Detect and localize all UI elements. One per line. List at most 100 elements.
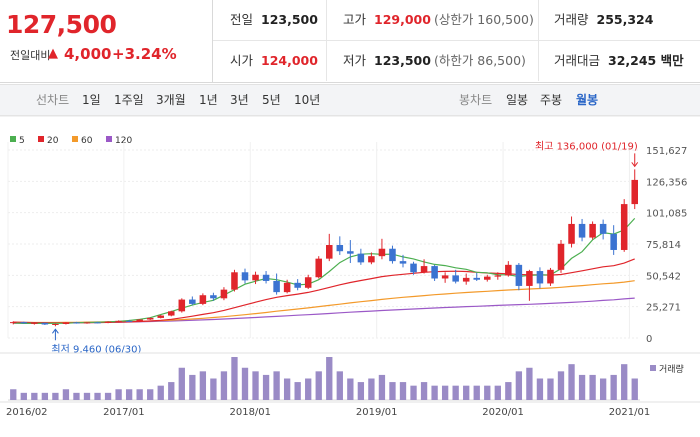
- volume-bar: [41, 392, 49, 400]
- volume-legend-swatch: [650, 365, 656, 371]
- candle-body: [178, 299, 186, 312]
- volume-value: 255,324: [596, 12, 654, 27]
- high-cell: 고가 129,000 (상한가 160,500): [343, 0, 534, 40]
- volume-bar: [252, 371, 259, 400]
- candle-body: [104, 321, 112, 323]
- volume-bar: [168, 382, 175, 400]
- candle-body: [62, 322, 70, 324]
- volume-bar: [431, 385, 438, 400]
- volume-bar: [62, 389, 70, 400]
- candle-body: [125, 320, 133, 322]
- volume-bar: [326, 357, 333, 400]
- volume-bar: [505, 382, 512, 400]
- volume-bar: [494, 385, 501, 400]
- ma120-line: [13, 297, 635, 324]
- tab-1d[interactable]: 1일: [82, 93, 101, 107]
- candle-body: [283, 282, 291, 293]
- volume-bar: [441, 385, 449, 400]
- divider: [538, 0, 539, 40]
- candle-body: [73, 322, 80, 324]
- high-value: 129,000: [374, 12, 431, 27]
- candle-body: [347, 251, 354, 254]
- quote-header: 127,500 전일대비 ▲ 4,000 +3.24% 전일 123,500 고가…: [0, 0, 700, 83]
- volume-bar: [315, 371, 322, 400]
- volume-cell: 거래량 255,324: [554, 0, 653, 40]
- candle-body: [41, 322, 49, 325]
- candle-body: [526, 271, 533, 286]
- volume-bar: [557, 371, 565, 400]
- lower-limit: (하한가 86,500): [433, 53, 526, 68]
- candle-body: [220, 289, 228, 299]
- candle-body: [473, 277, 480, 280]
- legend-swatch-5: [10, 136, 16, 142]
- candle-body: [589, 223, 596, 238]
- candle-body: [610, 233, 617, 250]
- volume-legend-label: 거래량: [659, 363, 684, 375]
- volume-bar: [178, 367, 185, 400]
- volume-bar: [336, 371, 343, 400]
- prev-close-label: 전일: [230, 12, 254, 27]
- volume-bar: [578, 374, 586, 400]
- candle-body: [620, 204, 628, 250]
- ma60-line: [13, 280, 635, 324]
- volume-bar: [210, 378, 217, 400]
- candle-body: [168, 311, 175, 316]
- tab-3m[interactable]: 3개월: [156, 93, 186, 107]
- tab-monthly[interactable]: 월봉: [576, 93, 599, 107]
- volume-bar: [621, 364, 628, 400]
- volume-bar: [589, 374, 596, 400]
- low-label: 저가: [343, 53, 367, 68]
- volume-bar: [94, 392, 101, 400]
- candle-body: [452, 275, 459, 282]
- legend-swatch-120: [106, 136, 112, 142]
- candle-body: [599, 223, 607, 234]
- divider: [326, 41, 327, 81]
- y-tick-label: 151,627: [646, 146, 687, 157]
- tab-1y[interactable]: 1년: [199, 93, 218, 107]
- candlestick-chart: 5 20 60 120 0 25,271 50,542 75,814 101,085 126,35…: [0, 115, 700, 418]
- candle-body: [83, 322, 91, 324]
- candle-body: [136, 319, 143, 322]
- volume-bar: [262, 374, 270, 400]
- candle-body: [304, 277, 312, 288]
- tab-daily[interactable]: 일봉: [506, 93, 529, 107]
- candle-body: [368, 256, 375, 263]
- candle-body: [315, 258, 322, 278]
- tab-weekly[interactable]: 주봉: [540, 93, 563, 107]
- x-tick-label: 2018/01: [229, 407, 271, 418]
- volume-bar: [104, 392, 112, 400]
- tab-5y[interactable]: 5년: [262, 93, 281, 107]
- candle-body: [10, 322, 17, 324]
- candle-body: [536, 271, 544, 284]
- candle-body: [94, 322, 101, 324]
- price-chart: 5 20 60 120 0 25,271 50,542 75,814 101,085 126,35…: [0, 115, 700, 433]
- tab-10y[interactable]: 10년: [294, 93, 321, 107]
- legend-label-60: 60: [81, 136, 93, 146]
- volume-bar: [73, 392, 80, 400]
- volume-bar: [283, 378, 291, 400]
- candle-body: [378, 248, 386, 257]
- candle-body: [410, 263, 417, 273]
- low-arrow-head: [52, 328, 59, 334]
- volume-bar: [294, 382, 301, 400]
- volume-bar: [389, 382, 396, 400]
- volume-bar: [273, 371, 280, 400]
- quote-row-2: 시가 124,000 저가 123,500 (하한가 86,500) 거래대금 32,2…: [213, 41, 700, 81]
- candle-body: [515, 264, 523, 286]
- high-label: 고가: [343, 12, 367, 27]
- candle-body: [568, 223, 575, 244]
- candle-body: [547, 269, 554, 284]
- volume-bar: [52, 392, 59, 400]
- period-tabbar: 선차트 1일 1주일 3개월 1년 3년 5년 10년 봉차트 일봉 주봉 월봉: [0, 84, 700, 116]
- volume-bar: [20, 392, 27, 400]
- candle-body: [210, 295, 217, 299]
- x-tick-label: 2020/01: [482, 407, 524, 418]
- volume-bar: [199, 371, 207, 400]
- volume-bar: [231, 357, 238, 400]
- low-annotation: 최저 9,460 (06/30): [51, 343, 141, 355]
- volume-bar: [399, 382, 407, 400]
- candle-body: [389, 248, 396, 262]
- tab-1w[interactable]: 1주일: [114, 93, 144, 107]
- tab-3y[interactable]: 3년: [230, 93, 249, 107]
- volume-bar: [357, 382, 365, 400]
